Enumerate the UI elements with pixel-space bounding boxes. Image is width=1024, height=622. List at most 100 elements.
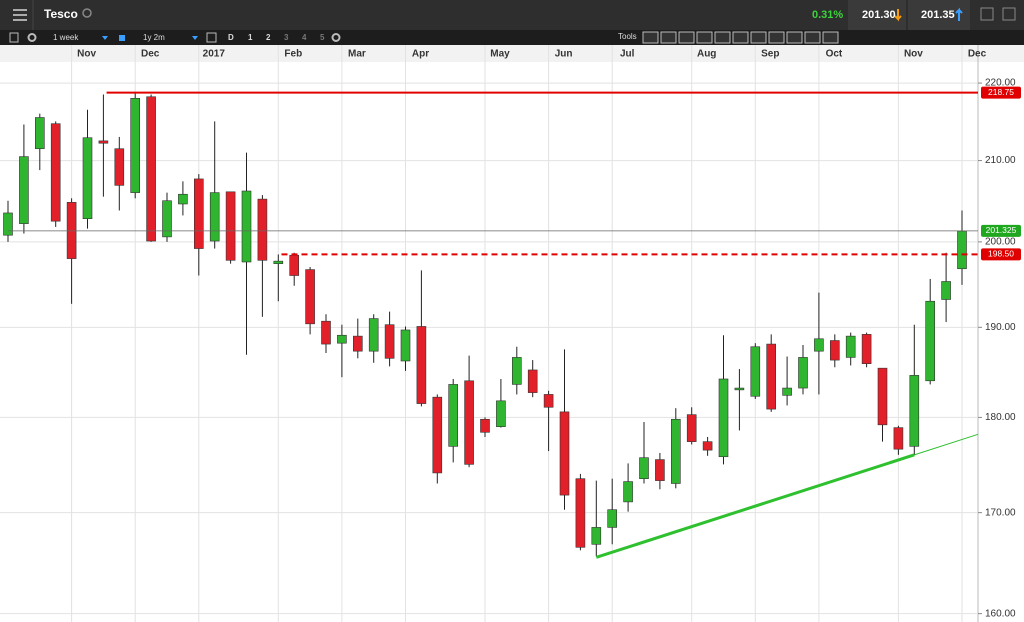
candle-body — [241, 190, 252, 263]
time-axis — [0, 45, 1024, 62]
y-tick-label: 180.00 — [985, 412, 1016, 423]
mode-button[interactable]: D — [228, 33, 234, 42]
tools-label: Tools — [618, 32, 637, 41]
price-level-label: 218.75 — [988, 87, 1014, 97]
y-tick-label: 220.00 — [985, 78, 1016, 89]
x-tick-label: Nov — [904, 49, 923, 60]
range-select[interactable]: 1y 2m — [143, 33, 165, 42]
buy-price: 201.35 — [921, 9, 955, 21]
candle-body — [50, 123, 61, 222]
settings-icon[interactable] — [331, 33, 341, 42]
candle-body — [511, 357, 522, 385]
window-icon[interactable] — [980, 7, 994, 21]
y-tick-label: 200.00 — [985, 237, 1016, 248]
candle-body — [766, 343, 777, 410]
x-tick-label: May — [490, 49, 510, 60]
candle-body — [496, 400, 506, 427]
buy-arrow — [955, 7, 963, 21]
candle-body — [225, 191, 236, 261]
candle-body — [305, 269, 315, 325]
layout-button[interactable]: 3 — [284, 33, 289, 42]
x-tick-label: Apr — [412, 49, 429, 60]
sell-arrow — [894, 9, 902, 22]
layout-button[interactable]: 5 — [320, 33, 325, 42]
price-level-label: 198.50 — [988, 249, 1014, 259]
candle-body — [607, 509, 618, 528]
candle-body — [448, 384, 459, 447]
trendline-extension — [914, 433, 979, 456]
candle-body — [861, 334, 872, 364]
menu-icon[interactable] — [13, 9, 27, 21]
candle-body — [464, 380, 474, 465]
candle-body — [289, 254, 300, 276]
candle-body — [686, 414, 697, 442]
candle-body — [670, 418, 681, 484]
candle-body — [655, 459, 665, 481]
candle-body — [543, 394, 554, 408]
y-tick-label: 190.00 — [985, 322, 1016, 333]
layout-button[interactable]: 4 — [302, 33, 307, 42]
dropdown-arrow — [102, 36, 108, 40]
candle-body — [575, 478, 586, 548]
candle-body — [527, 369, 538, 393]
layout-button[interactable]: 2 — [266, 33, 271, 42]
x-tick-label: Oct — [826, 49, 843, 60]
candle-body — [337, 334, 347, 344]
x-tick-label: 2017 — [203, 49, 226, 60]
candle-body — [480, 418, 490, 433]
candle-body — [194, 178, 204, 249]
x-tick-label: Sep — [761, 49, 779, 60]
layout-button[interactable]: 1 — [248, 33, 253, 42]
interval-select[interactable]: 1 week — [53, 33, 79, 42]
candle-body — [559, 411, 570, 496]
x-tick-label: Mar — [348, 49, 366, 60]
search-icon[interactable] — [82, 8, 92, 18]
lock-icon[interactable] — [119, 35, 125, 41]
drawing-tools[interactable] — [642, 31, 839, 44]
settings-icon[interactable] — [27, 33, 37, 42]
candle-body — [702, 441, 713, 451]
candle-body — [432, 396, 443, 474]
x-tick-label: Nov — [77, 49, 96, 60]
candle-body — [909, 375, 920, 447]
candle-body — [591, 527, 602, 545]
candle-body — [877, 367, 888, 426]
x-tick-label: Jul — [620, 49, 635, 60]
candle-body — [146, 96, 156, 242]
candle-body — [209, 192, 220, 242]
x-tick-label: Jun — [555, 49, 573, 60]
change-percent: 0.31% — [812, 9, 843, 21]
candle-body — [798, 357, 808, 389]
candle-body — [845, 335, 856, 358]
sell-price: 201.30 — [862, 9, 896, 21]
dropdown-arrow — [192, 36, 198, 40]
candle-body — [957, 230, 967, 270]
candle-body — [384, 324, 395, 359]
x-tick-label: Dec — [968, 49, 987, 60]
y-tick-label: 210.00 — [985, 155, 1016, 166]
calendar-icon[interactable] — [206, 32, 217, 43]
x-tick-label: Feb — [284, 49, 302, 60]
candle-body — [750, 346, 761, 397]
candle-body — [257, 198, 268, 261]
candle-body — [82, 137, 93, 220]
trendline — [595, 453, 915, 559]
candle-body — [941, 281, 951, 300]
price-level-tag — [981, 248, 1021, 261]
list-icon[interactable] — [9, 32, 19, 43]
price-level-label: 201.325 — [986, 225, 1017, 235]
candle-body — [368, 318, 379, 352]
candle-body — [639, 457, 649, 479]
candle-body — [19, 156, 29, 224]
x-tick-label: Aug — [697, 49, 716, 60]
popout-icon[interactable] — [1002, 7, 1016, 21]
candle-body — [623, 481, 633, 503]
price-level-tag — [981, 224, 1021, 237]
candle-body — [416, 326, 427, 404]
candle-body — [178, 193, 188, 205]
y-tick-label: 160.00 — [985, 608, 1016, 619]
candle-body — [34, 117, 45, 150]
instrument-title: Tesco — [44, 7, 78, 21]
sell-box[interactable] — [848, 0, 906, 30]
